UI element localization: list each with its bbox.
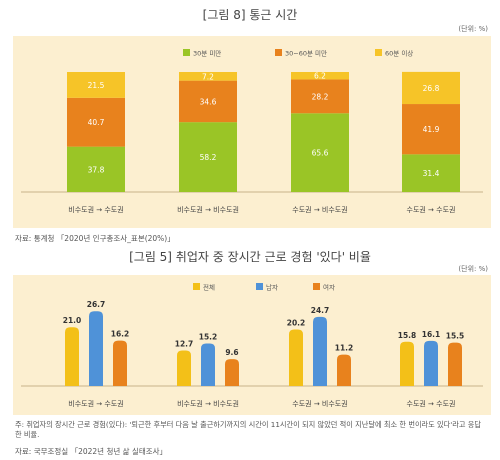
legend2-label-0: 전체: [203, 283, 215, 292]
bar2-item-s1: [201, 343, 215, 386]
data2-label-c0-s1: 26.7: [87, 300, 106, 309]
bar-item-s1: [179, 80, 237, 123]
bar2-item-s0: [177, 350, 191, 386]
legend-label-2: 60분 이상: [385, 49, 413, 58]
x2-tick-label-0: 비수도권 → 수도권: [68, 399, 123, 408]
data2-label-c2-s0: 20.2: [287, 318, 306, 327]
data2-label-c1-s1: 15.2: [199, 332, 218, 341]
bar-item-s2: [179, 72, 237, 81]
data-label-c3-s2: 26.8: [423, 84, 440, 93]
data-label-c1-s0: 58.2: [200, 153, 217, 162]
x2-tick-label-3: 수도권 → 수도권: [407, 400, 456, 408]
x-tick-label-1: 비수도권 → 비수도권: [177, 205, 239, 214]
x2-tick-label-2: 수도권 → 비수도권: [292, 399, 347, 408]
legend-label-1: 30~60분 미만: [285, 49, 327, 58]
bar-item-s0: [179, 122, 237, 192]
legend-swatch-0: [183, 49, 190, 56]
chart2-note: 주: 취업자의 장시간 근로 경험(있다): '퇴근한 후부터 다음 날 출근하…: [15, 420, 481, 439]
data-label-c1-s2: 7.2: [202, 72, 214, 81]
bar2-item-s2: [113, 340, 127, 386]
bar2-item-s2: [448, 342, 462, 386]
x2-tick-label-1: 비수도권 → 비수도권: [177, 399, 239, 408]
data-label-c3-s1: 41.9: [423, 125, 440, 134]
bar-item-s0: [67, 146, 125, 192]
chart2-panel: 전체 남자 여자 21.0 26.7 16.2 비수도권 → 수도권 12.7 15.2 9.6 비…: [13, 275, 491, 415]
data2-label-c3-s2: 15.5: [446, 332, 465, 341]
legend2-label-2: 여자: [323, 283, 335, 292]
chart1-unit: (단위: %): [458, 25, 488, 33]
data-label-c0-s1: 40.7: [88, 118, 105, 127]
data2-label-c2-s1: 24.7: [311, 306, 330, 315]
chart2-svg: 전체 남자 여자 21.0 26.7 16.2 비수도권 → 수도권 12.7 15.2 9.6 비…: [21, 283, 483, 408]
data-label-c2-s0: 65.6: [312, 149, 329, 158]
bar2-item-s0: [289, 329, 303, 386]
bar-item-s2: [402, 71, 460, 105]
data-label-c0-s0: 37.8: [88, 165, 105, 174]
data2-label-c3-s0: 15.8: [398, 331, 417, 340]
bar2-item-s1: [89, 311, 103, 386]
data-label-c0-s2: 21.5: [88, 81, 105, 90]
legend2-label-1: 남자: [266, 283, 278, 292]
bar-item-s0: [402, 154, 460, 192]
data-label-c2-s2: 6.2: [314, 72, 326, 81]
data2-label-c2-s2: 11.2: [335, 344, 354, 353]
x-tick-label-3: 수도권 → 수도권: [407, 206, 456, 214]
data-label-c2-s1: 28.2: [312, 92, 329, 101]
bar-item-s2: [291, 72, 349, 80]
legend-swatch-1: [275, 49, 282, 56]
bar-item-s1: [402, 104, 460, 155]
legend2-swatch-2: [313, 283, 320, 290]
data2-label-c3-s1: 16.1: [422, 330, 441, 339]
bar2-item-s0: [400, 341, 414, 386]
data-label-c1-s1: 34.6: [200, 97, 217, 106]
data2-label-c0-s2: 16.2: [111, 330, 130, 339]
legend2-swatch-1: [256, 283, 263, 290]
chart1-title: [그림 8] 통근 시간: [202, 8, 298, 22]
chart1-source: 자료: 통계청 「2020년 인구총조사_표본(20%)」: [15, 234, 175, 243]
bar2-item-s0: [65, 327, 79, 386]
data2-label-c1-s2: 9.6: [225, 348, 238, 357]
data2-label-c0-s0: 21.0: [63, 316, 82, 325]
bar2-item-s2: [225, 359, 239, 386]
chart2-unit: (단위: %): [458, 265, 488, 273]
x-tick-label-0: 비수도권 → 수도권: [68, 205, 123, 214]
bar-item-s1: [291, 79, 349, 114]
legend-swatch-2: [375, 49, 382, 56]
bar2-item-s1: [313, 316, 327, 386]
bar-item-s2: [67, 72, 125, 98]
x-tick-label-2: 수도권 → 비수도권: [292, 205, 347, 214]
chart2-title: [그림 5] 취업자 중 장시간 근로 경험 '있다' 비율: [129, 250, 371, 264]
data2-label-c1-s0: 12.7: [175, 339, 194, 348]
legend2-swatch-0: [193, 283, 200, 290]
bar2-item-s1: [424, 340, 438, 386]
chart2-source: 자료: 국무조정실 「2022년 청년 삶 실태조사」: [15, 447, 168, 456]
chart1-panel: 30분 미만 30~60분 미만 60분 이상 37.8 40.7 21.5 비수도권 → …: [13, 36, 491, 228]
bar-item-s0: [291, 113, 349, 192]
chart1-svg: 30분 미만 30~60분 미만 60분 이상 37.8 40.7 21.5 비수도권 → …: [21, 49, 483, 214]
data-label-c3-s0: 31.4: [423, 169, 440, 178]
bar-item-s1: [67, 97, 125, 147]
bar2-item-s2: [337, 354, 351, 386]
legend-label-0: 30분 미만: [193, 49, 221, 58]
